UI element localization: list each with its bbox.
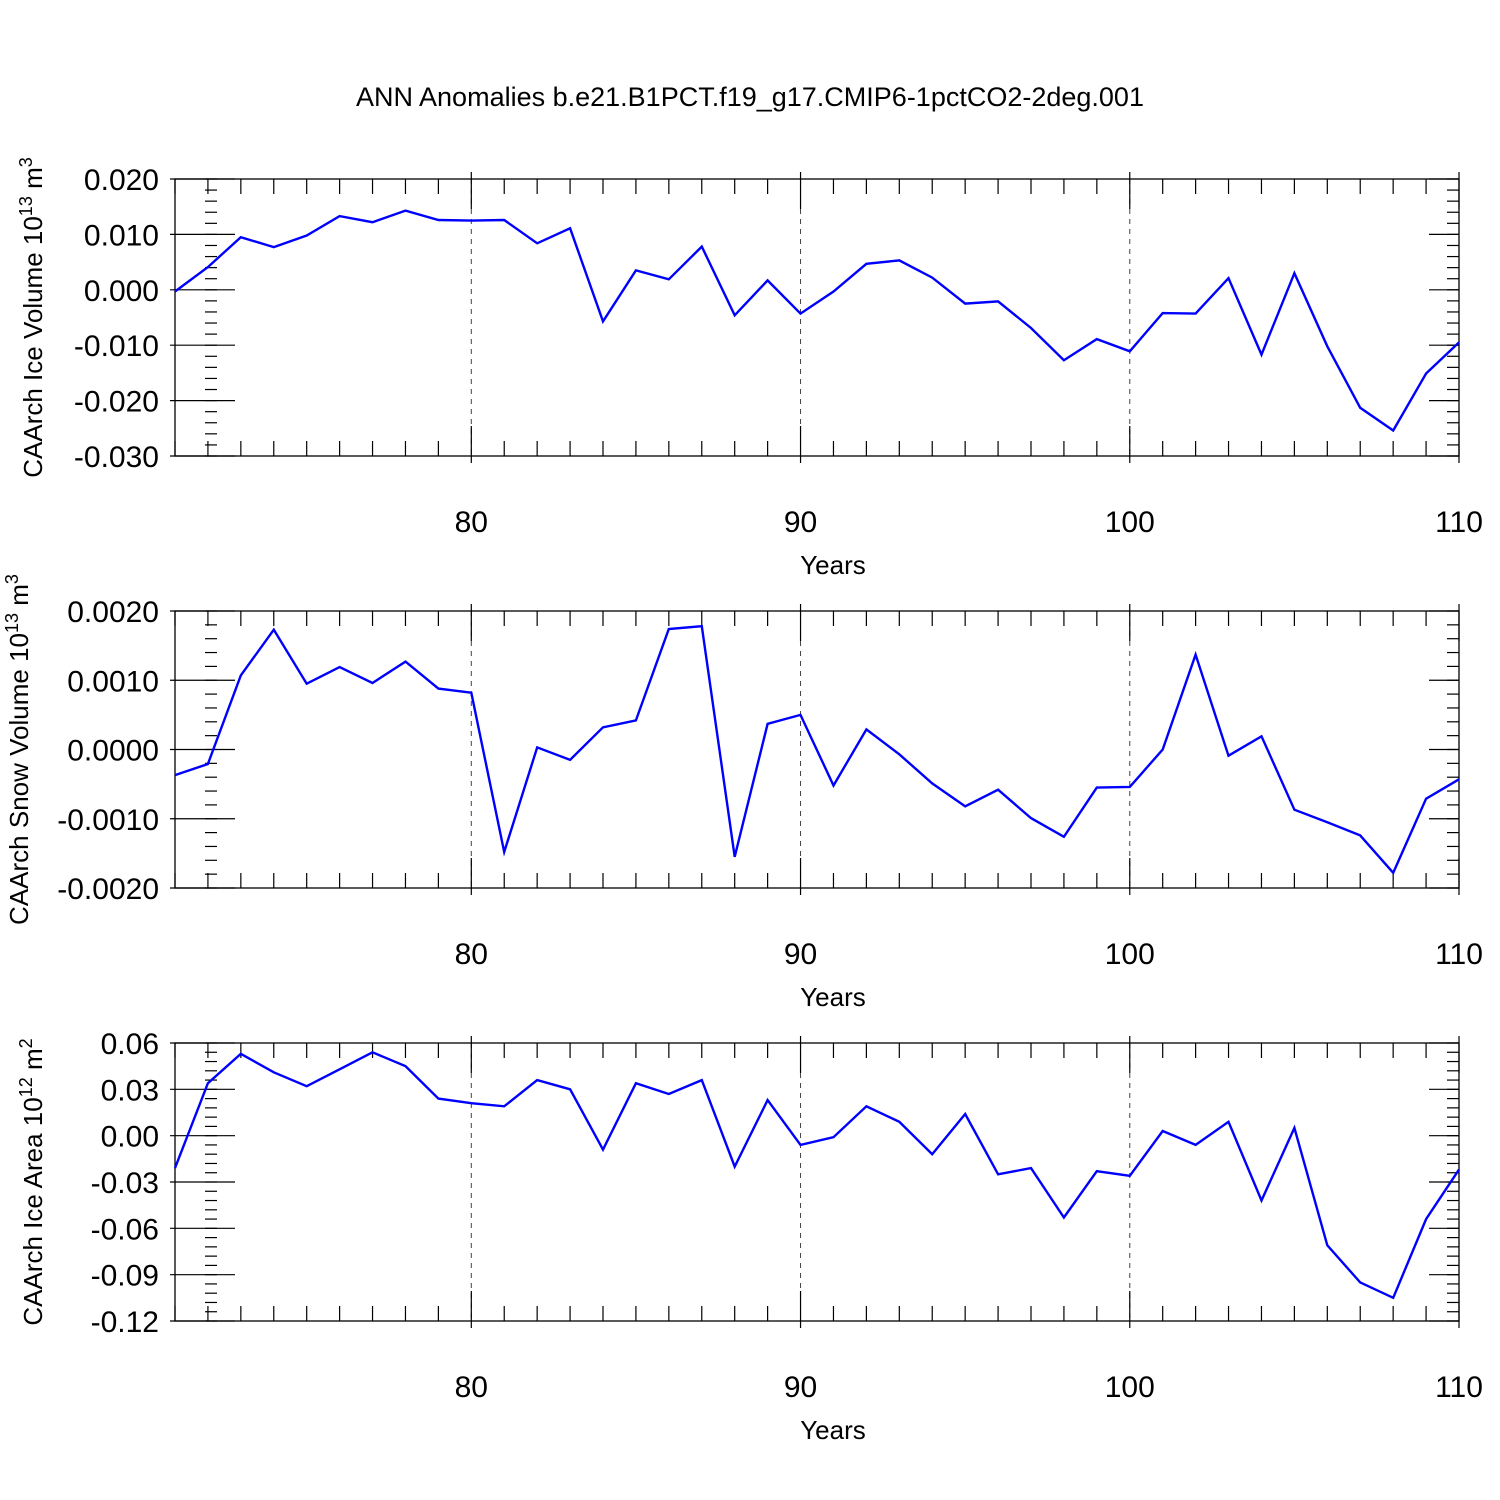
panel-2-y-axis-title-part: 3 bbox=[2, 574, 22, 584]
panel-3-y-axis-title-part: 12 bbox=[16, 1077, 36, 1097]
panel-2-y-tick-label-4: -0.0020 bbox=[57, 873, 159, 906]
panel-3-y-tick-label-3: -0.03 bbox=[91, 1167, 159, 1200]
panel-1-x-tick-label-80: 80 bbox=[455, 506, 488, 539]
panel-3-y-axis-title-part: m bbox=[18, 1048, 48, 1077]
panels: 80 90 100 110 0.020 0.010 0.000 -0.010 -0.020 -0.… bbox=[2, 157, 1483, 1445]
panel-2-y-tick-label-1: 0.0010 bbox=[67, 665, 159, 698]
panel-2-series-line-0 bbox=[174, 624, 1460, 875]
chart-panel-3: 80 90 100 110 0.06 0.03 0.00 -0.03 -0.06 -0.09 -0.… bbox=[16, 1028, 1483, 1445]
panel-1-y-tick-label-2: 0.000 bbox=[84, 275, 159, 308]
panel-3-y-axis-title: CAArch Ice Area 1012 m2 bbox=[16, 1038, 48, 1325]
panel-3-y-tick-label-0: 0.06 bbox=[101, 1028, 159, 1061]
panel-2-y-tick-label-2: 0.0000 bbox=[67, 735, 159, 768]
panel-2-y-tick-label-0: 0.0020 bbox=[67, 596, 159, 629]
panel-3-y-tick-label-6: -0.12 bbox=[91, 1306, 159, 1339]
panel-3-x-axis-title: Years bbox=[800, 1415, 866, 1445]
panel-1-y-axis-title-part: 13 bbox=[16, 196, 36, 216]
panel-1-y-tick-label-3: -0.010 bbox=[74, 330, 159, 363]
panel-1-plot-frame bbox=[174, 178, 1460, 457]
panel-1-y-axis-title-part: 3 bbox=[16, 157, 36, 167]
panel-1-x-axis-title: Years bbox=[800, 550, 866, 580]
panel-3-x-tick-label-80: 80 bbox=[455, 1371, 488, 1404]
panel-1-y-axis-title: CAArch Ice Volume 1013 m3 bbox=[16, 157, 48, 478]
panel-3-x-tick-label-100: 100 bbox=[1105, 1371, 1155, 1404]
panel-3-x-tick-label-90: 90 bbox=[784, 1371, 817, 1404]
panel-2-x-tick-label-90: 90 bbox=[784, 938, 817, 971]
figure-title: ANN Anomalies b.e21.B1PCT.f19_g17.CMIP6-… bbox=[356, 82, 1144, 112]
panel-1-y-tick-label-4: -0.020 bbox=[74, 386, 159, 419]
panel-3-y-tick-label-2: 0.00 bbox=[101, 1121, 159, 1154]
panel-1-x-tick-label-100: 100 bbox=[1105, 506, 1155, 539]
panel-1-y-tick-label-5: -0.030 bbox=[74, 441, 159, 474]
panel-2-y-axis-title-part: m bbox=[4, 584, 34, 613]
panel-3-y-tick-label-5: -0.09 bbox=[91, 1260, 159, 1293]
panel-2-x-axis-title: Years bbox=[800, 982, 866, 1012]
panel-1-x-tick-label-110: 110 bbox=[1435, 506, 1483, 539]
panel-1-series-line-0 bbox=[174, 209, 1460, 433]
panel-2-y-axis-title: CAArch Snow Volume 1013 m3 bbox=[2, 574, 34, 925]
panel-1-y-axis-title-part: CAArch Ice Volume 10 bbox=[18, 216, 48, 478]
panel-1-y-tick-label-1: 0.010 bbox=[84, 219, 159, 252]
panel-2-x-tick-label-100: 100 bbox=[1105, 938, 1155, 971]
panel-2-y-tick-label-3: -0.0010 bbox=[57, 804, 159, 837]
panel-3-y-tick-label-4: -0.06 bbox=[91, 1213, 159, 1246]
panel-1-y-axis-title-part: m bbox=[18, 167, 48, 196]
panel-2-y-axis-title-part: 13 bbox=[2, 613, 22, 633]
panel-2-x-tick-label-110: 110 bbox=[1435, 938, 1483, 971]
chart-panel-2: 80 90 100 110 0.0020 0.0010 0.0000 -0.0010 -0.00… bbox=[2, 574, 1483, 1012]
panel-2-y-axis-title-part: CAArch Snow Volume 10 bbox=[4, 633, 34, 925]
panel-1-x-tick-label-90: 90 bbox=[784, 506, 817, 539]
panel-3-plot-frame bbox=[174, 1042, 1460, 1322]
panel-3-y-axis-title-part: CAArch Ice Area 10 bbox=[18, 1097, 48, 1325]
panel-3-y-tick-label-1: 0.03 bbox=[101, 1074, 159, 1107]
chart-panel-1: 80 90 100 110 0.020 0.010 0.000 -0.010 -0.020 -0.… bbox=[16, 157, 1483, 580]
panel-2-x-tick-label-80: 80 bbox=[455, 938, 488, 971]
panel-3-series-line-0 bbox=[173, 1050, 1460, 1300]
panel-3-x-tick-label-110: 110 bbox=[1435, 1371, 1483, 1404]
panel-1-y-tick-label-0: 0.020 bbox=[84, 164, 159, 197]
panel-3-y-axis-title-part: 2 bbox=[16, 1038, 36, 1048]
